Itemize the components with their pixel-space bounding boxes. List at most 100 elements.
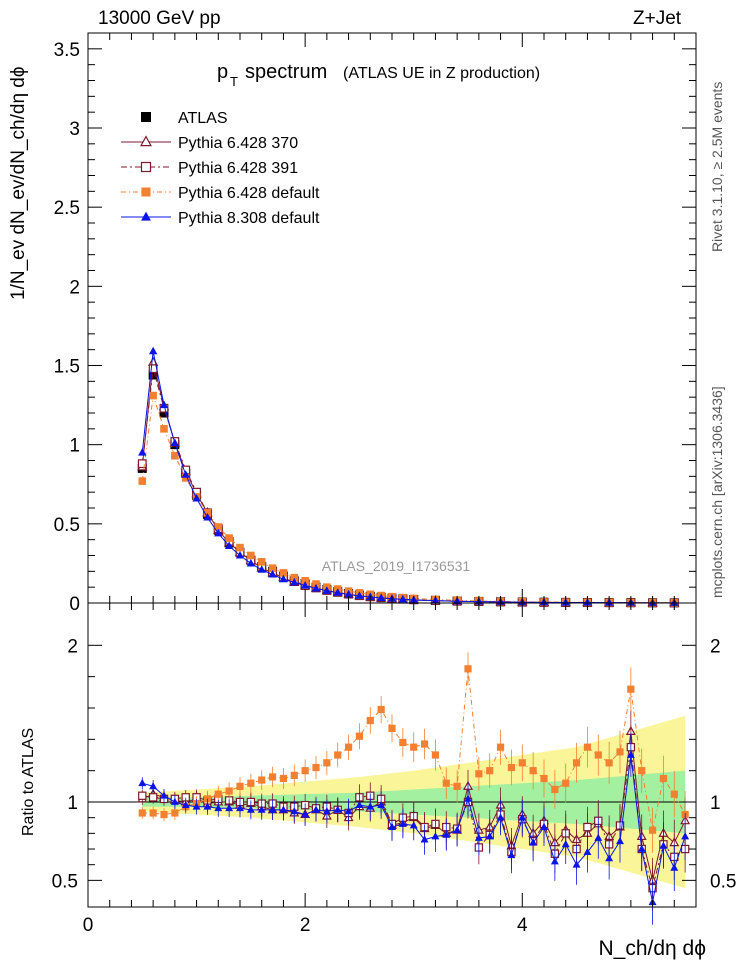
main-point bbox=[148, 346, 158, 355]
ratio-point bbox=[637, 844, 646, 852]
legend: ATLAS Pythia 6.428 370 Pythia 6.428 391 Pyt… bbox=[121, 110, 320, 227]
ratio-point bbox=[344, 743, 353, 751]
ratio-point bbox=[247, 779, 255, 787]
legend-label: Pythia 6.428 default bbox=[178, 185, 320, 202]
ratio-point bbox=[626, 750, 635, 758]
ratio-point bbox=[214, 803, 223, 812]
ratio-point bbox=[279, 805, 288, 813]
main-point bbox=[268, 564, 277, 572]
ratio-point bbox=[279, 774, 288, 783]
main-y-tick-label: 3.5 bbox=[54, 40, 80, 61]
ratio-line-2 bbox=[142, 668, 686, 831]
legend-label: Pythia 6.428 391 bbox=[178, 160, 298, 177]
ratio-point bbox=[258, 776, 266, 784]
ratio-point bbox=[583, 743, 592, 751]
main-point bbox=[170, 438, 180, 447]
axes-group: 0 0.5 1 1.5 2 2.5 3 3.5 0 2 4 0.5 0.5 1 1 2 2 bbox=[52, 32, 736, 936]
ratio-point bbox=[149, 782, 158, 790]
ratio-point bbox=[138, 778, 147, 787]
analysis-watermark: ATLAS_2019_I1736531 bbox=[322, 558, 471, 574]
ratio-point bbox=[138, 791, 147, 800]
main-point bbox=[247, 551, 255, 560]
ratio-point bbox=[638, 767, 646, 775]
main-point bbox=[149, 391, 157, 400]
ratio-point bbox=[355, 732, 364, 740]
ratio-point bbox=[301, 767, 309, 775]
ratio-point bbox=[160, 791, 168, 799]
ratio-y-tick-label-right: 2 bbox=[710, 636, 721, 657]
main-point bbox=[214, 523, 223, 531]
ratio-point bbox=[355, 800, 364, 809]
main-y-tick-label: 1.5 bbox=[54, 357, 80, 378]
main-point bbox=[322, 586, 332, 594]
ratio-point bbox=[562, 779, 570, 787]
ratio-point bbox=[605, 759, 613, 767]
main-point bbox=[311, 583, 321, 592]
ratio-point bbox=[225, 803, 234, 812]
ratio-point bbox=[312, 763, 320, 772]
ratio-point bbox=[453, 782, 461, 790]
ratio-point bbox=[583, 847, 592, 856]
ratio-point bbox=[594, 833, 603, 841]
ratio-point bbox=[181, 800, 190, 809]
main-point bbox=[214, 528, 223, 537]
legend-marker bbox=[141, 211, 151, 221]
ratio-point bbox=[496, 743, 505, 751]
ratio-point bbox=[659, 774, 668, 783]
ratio-point bbox=[301, 810, 310, 818]
main-point bbox=[181, 474, 190, 482]
ratio-point bbox=[366, 802, 375, 810]
main-point bbox=[225, 534, 233, 542]
ratio-series-group bbox=[137, 652, 691, 925]
main-y-tick-label: 3 bbox=[69, 119, 80, 140]
ratio-point bbox=[474, 833, 483, 841]
main-point bbox=[235, 550, 245, 559]
ratio-point bbox=[572, 759, 581, 767]
ratio-y-tick-label-right: 1 bbox=[710, 793, 721, 814]
ratio-point bbox=[377, 705, 385, 714]
ratio-point bbox=[344, 807, 353, 815]
ratio-point bbox=[681, 832, 690, 840]
ratio-point bbox=[388, 724, 396, 732]
ratio-point bbox=[149, 809, 157, 817]
ratio-point bbox=[322, 807, 331, 815]
legend-marker bbox=[141, 187, 151, 197]
legend-label: Pythia 6.428 370 bbox=[178, 135, 298, 152]
ratio-point bbox=[616, 748, 624, 756]
ratio-y-tick-label: 0.5 bbox=[52, 871, 78, 892]
ratio-point bbox=[334, 751, 342, 759]
main-y-tick-label: 2 bbox=[69, 277, 80, 298]
main-point bbox=[138, 448, 147, 456]
main-point bbox=[192, 493, 201, 502]
main-point bbox=[137, 459, 147, 469]
legend-label: Pythia 8.308 default bbox=[178, 210, 320, 227]
ratio-point bbox=[268, 805, 277, 813]
main-y-tick-label: 0 bbox=[69, 594, 80, 615]
main-point bbox=[257, 558, 266, 566]
ratio-point bbox=[442, 830, 451, 838]
ratio-y-tick-label-right: 0.5 bbox=[710, 871, 736, 892]
legend-marker bbox=[141, 112, 151, 122]
ratio-point bbox=[203, 802, 212, 810]
ratio-point bbox=[594, 751, 602, 759]
ratio-point bbox=[659, 841, 668, 849]
header-left: 13000 GeV pp bbox=[98, 8, 221, 29]
chart-title-subscript: T bbox=[230, 74, 238, 89]
ratio-point bbox=[312, 805, 320, 813]
ratio-point bbox=[540, 774, 548, 783]
ratio-point bbox=[236, 782, 244, 790]
ratio-point bbox=[551, 785, 559, 794]
ratio-point bbox=[192, 802, 201, 810]
header-right: Z+Jet bbox=[633, 8, 682, 29]
main-point bbox=[160, 425, 168, 433]
chart-title-rest: spectrum bbox=[245, 61, 327, 83]
ratio-point bbox=[333, 805, 342, 813]
main-point bbox=[257, 565, 266, 573]
ratio-point bbox=[170, 797, 179, 805]
x-tick-label: 4 bbox=[517, 915, 528, 936]
ratio-point bbox=[431, 751, 440, 759]
ratio-point bbox=[225, 787, 233, 795]
ratio-point bbox=[257, 805, 266, 813]
ratio-point bbox=[540, 822, 548, 830]
